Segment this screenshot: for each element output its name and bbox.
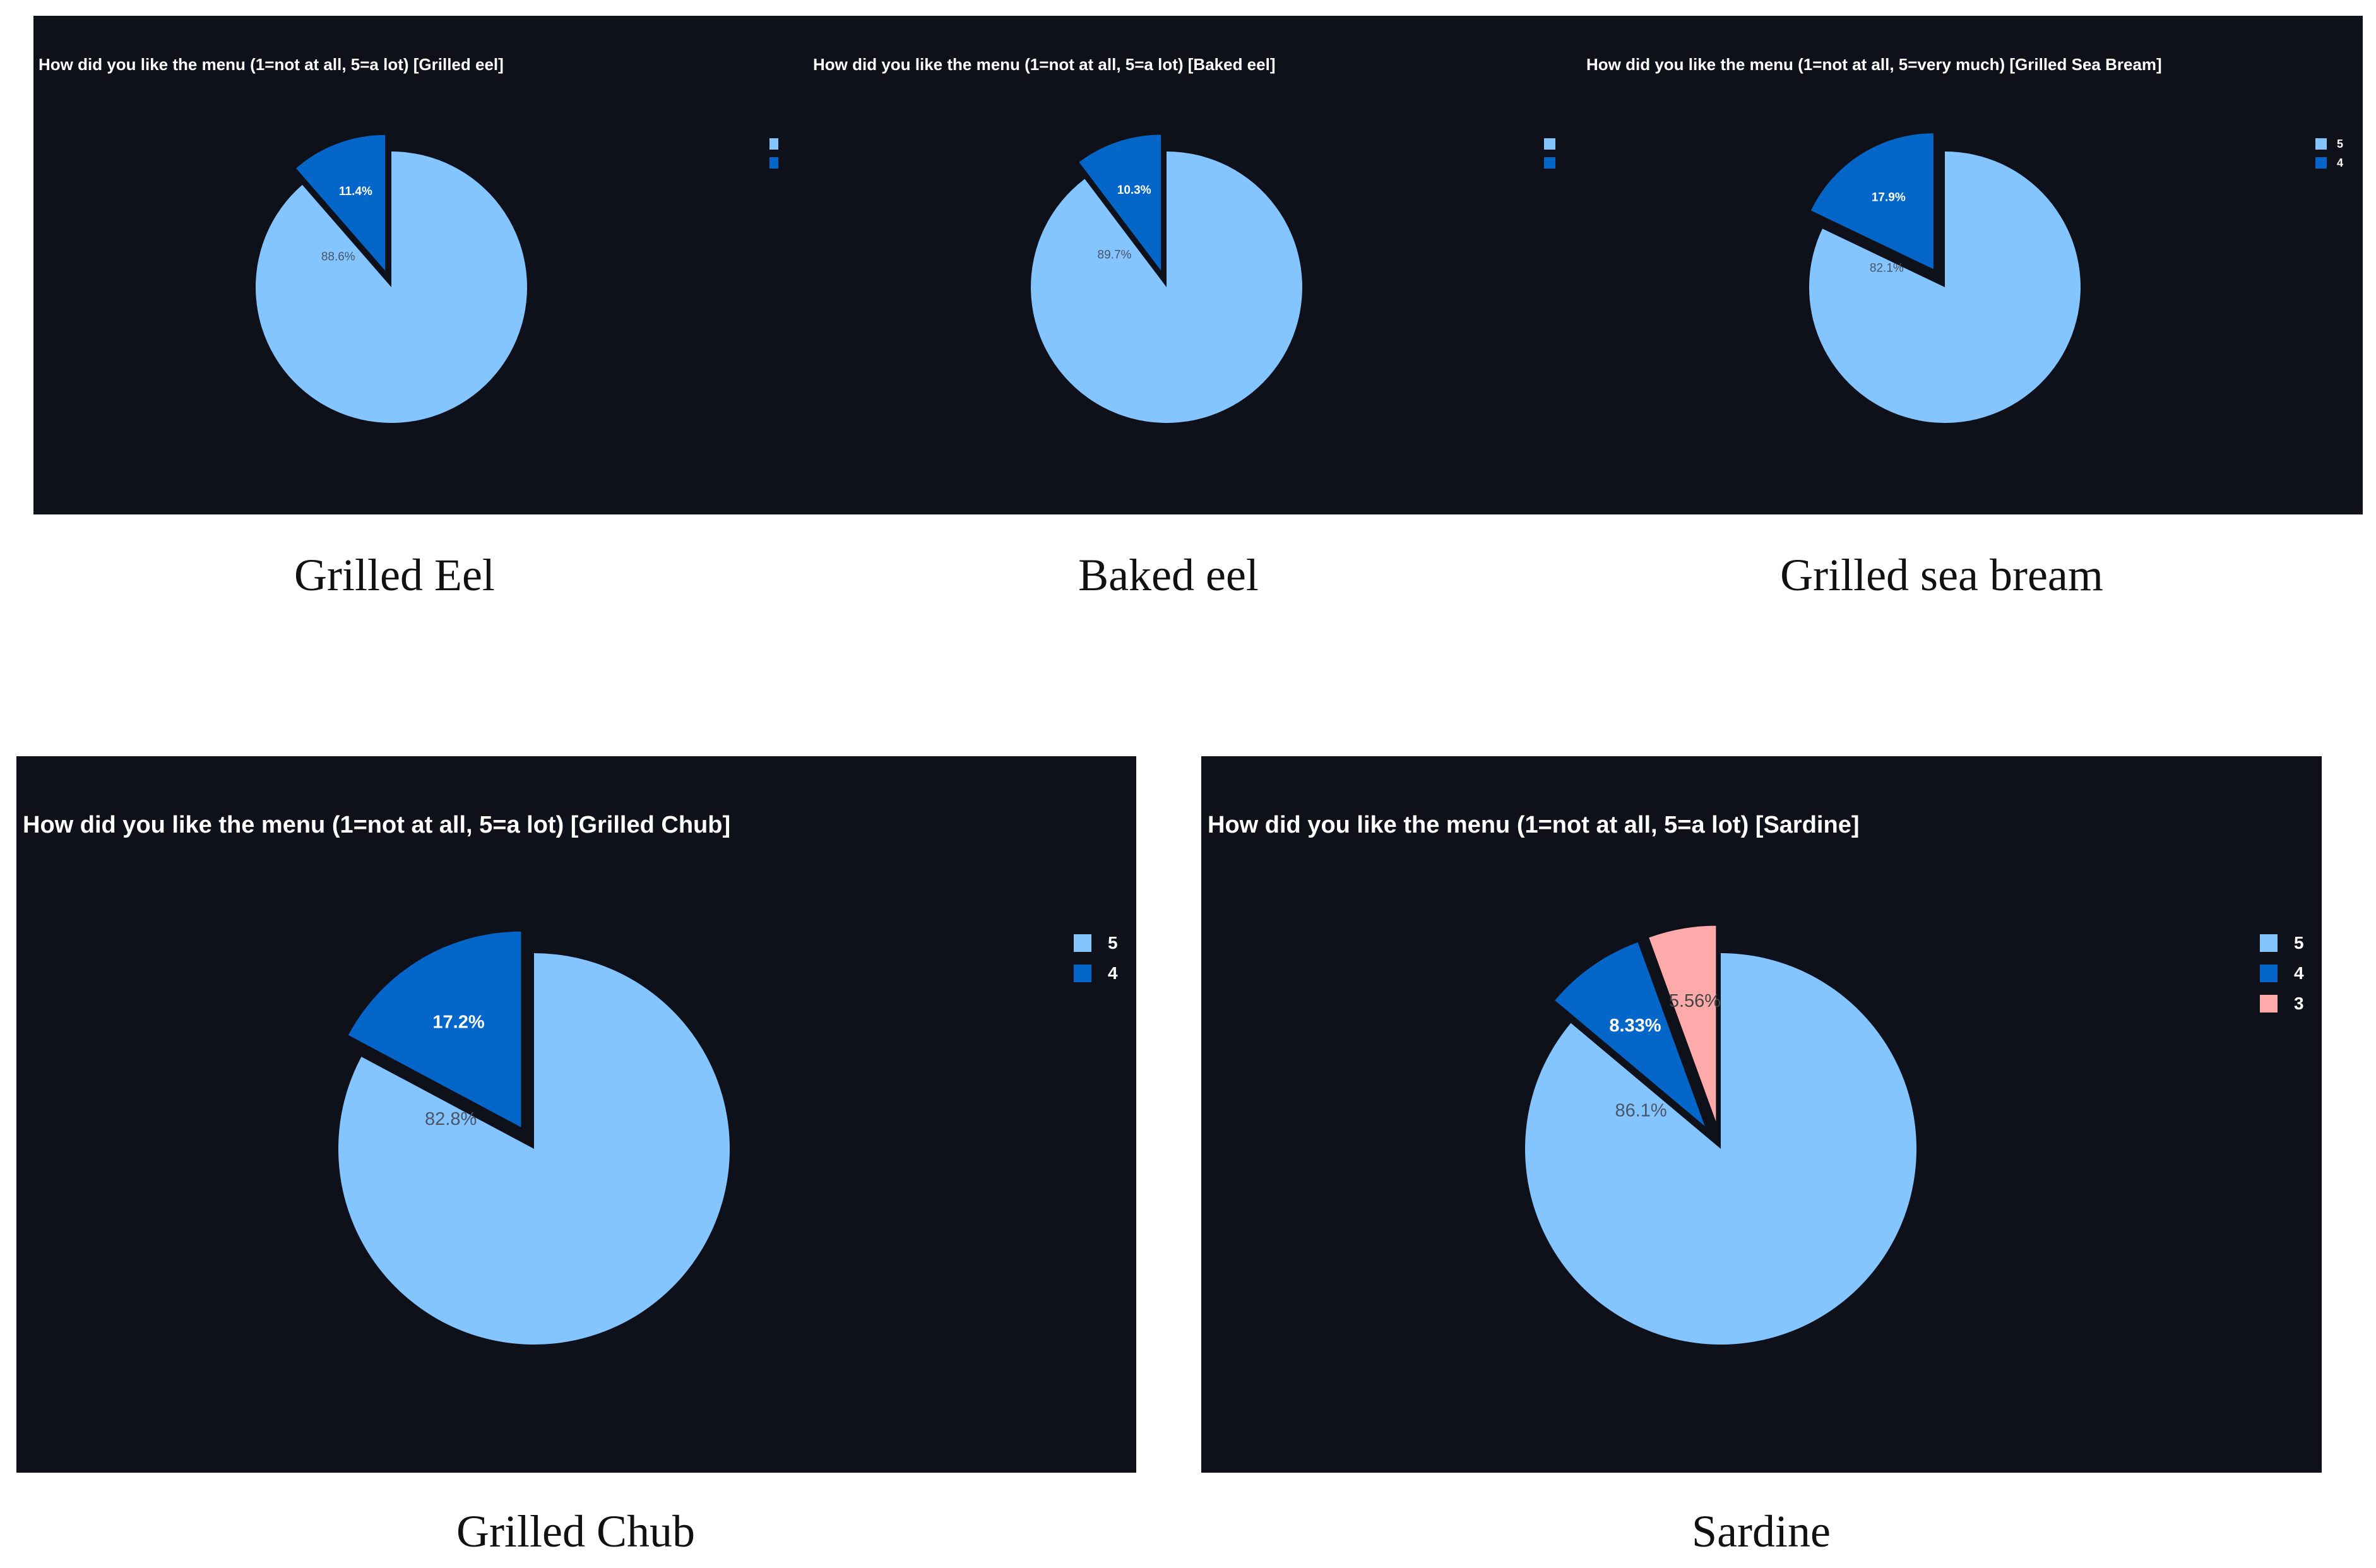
caption-grilled-chub: Grilled Chub (456, 1506, 695, 1557)
legend-swatch (1074, 965, 1091, 982)
pie-panel-grilled-sea-bream: How did you like the menu (1=not at all,… (1561, 16, 2363, 514)
legend: 5 4 3 (2260, 928, 2304, 1019)
legend-item-5[interactable]: 5 (769, 134, 778, 153)
caption-sardine: Sardine (1692, 1506, 1831, 1557)
legend-item-4[interactable]: 4 (2315, 153, 2343, 172)
pie-slice-label-4: 17.2% (432, 1013, 484, 1033)
pie-slice-5[interactable] (256, 151, 527, 423)
legend-item-4[interactable]: 4 (1074, 958, 1118, 989)
legend-label: 5 (2337, 137, 2344, 150)
legend-swatch (2315, 157, 2327, 169)
pie-chart: 86.1% 8.33% 5.56% (1525, 925, 1916, 1345)
legend-swatch (1544, 157, 1555, 169)
pie-slice-label-5: 82.8% (425, 1109, 477, 1129)
legend-label: 4 (1108, 963, 1118, 983)
legend-label: 4 (2337, 156, 2344, 169)
legend-swatch (2315, 138, 2327, 150)
chart-title: How did you like the menu (1=not at all,… (1208, 812, 1860, 838)
legend-label: 4 (2294, 963, 2304, 983)
pie-chart: 89.7% 10.3% (1031, 134, 1302, 423)
chart-title: How did you like the menu (1=not at all,… (813, 55, 1276, 74)
legend: 5 4 (2315, 134, 2343, 172)
chart-title: How did you like the menu (1=not at all,… (1586, 55, 2162, 74)
pie-slice-4[interactable] (1555, 942, 1705, 1126)
legend-swatch (1074, 934, 1091, 952)
pie-slice-5[interactable] (338, 953, 730, 1345)
pie-slice-4[interactable] (296, 134, 386, 271)
legend-label: 5 (2294, 933, 2304, 953)
legend-item-3[interactable]: 3 (2260, 989, 2304, 1019)
pie-slice-4[interactable] (1810, 133, 1933, 270)
legend-item-5[interactable]: 5 (1544, 134, 1561, 153)
pie-panel-grilled-eel: How did you like the menu (1=not at all,… (33, 16, 778, 514)
legend-swatch (2260, 934, 2278, 952)
pie-slice-4[interactable] (1079, 134, 1161, 271)
legend-label: 3 (2294, 994, 2304, 1013)
pie-slice-5[interactable] (1809, 151, 2081, 424)
pie-slice-5[interactable] (1525, 953, 1916, 1345)
legend-item-4[interactable]: 4 (1544, 153, 1561, 172)
pie-chart: 82.1% 17.9% (1809, 133, 2081, 424)
pie-slice-label-4: 11.4% (339, 185, 372, 198)
pie-slice-label-5: 89.7% (1098, 249, 1132, 262)
legend-item-4[interactable]: 4 (769, 153, 778, 172)
caption-grilled-sea-bream: Grilled sea bream (1780, 550, 2103, 600)
pie-panel-baked-eel: How did you like the menu (1=not at all,… (778, 16, 1561, 514)
chart-title: How did you like the menu (1=not at all,… (39, 55, 504, 74)
legend-label: 5 (1108, 933, 1118, 953)
legend-swatch (2260, 995, 2278, 1013)
pie-slice-label-3: 5.56% (1669, 991, 1721, 1011)
legend-swatch (769, 138, 778, 150)
legend: 5 4 (769, 134, 778, 172)
legend: 5 4 (1074, 928, 1118, 989)
chart-title: How did you like the menu (1=not at all,… (23, 812, 731, 838)
legend-item-4[interactable]: 4 (2260, 958, 2304, 989)
legend-swatch (769, 157, 778, 169)
pie-slice-5[interactable] (1031, 151, 1302, 423)
pie-panel-grilled-chub: How did you like the menu (1=not at all,… (16, 756, 1136, 1473)
pie-slice-label-4: 17.9% (1872, 191, 1906, 204)
pie-panel-sardine: How did you like the menu (1=not at all,… (1201, 756, 2322, 1473)
pie-chart: 82.8% 17.2% (338, 931, 730, 1345)
pie-slice-label-4: 8.33% (1609, 1016, 1661, 1036)
legend-item-5[interactable]: 5 (2315, 134, 2343, 153)
pie-slice-label-4: 10.3% (1117, 184, 1151, 197)
pie-slice-4[interactable] (348, 931, 521, 1127)
pie-slice-label-5: 88.6% (321, 250, 355, 263)
pie-slice-label-5: 82.1% (1870, 261, 1904, 275)
legend-item-5[interactable]: 5 (2260, 928, 2304, 958)
legend: 5 4 (1544, 134, 1561, 172)
pie-slice-3[interactable] (1649, 925, 1716, 1122)
caption-baked-eel: Baked eel (1078, 550, 1259, 600)
pie-chart: 88.6% 11.4% (256, 134, 527, 423)
legend-swatch (2260, 965, 2278, 982)
pie-slice-label-5: 86.1% (1615, 1101, 1666, 1121)
caption-grilled-eel: Grilled Eel (294, 550, 495, 600)
legend-item-5[interactable]: 5 (1074, 928, 1118, 958)
legend-swatch (1544, 138, 1555, 150)
